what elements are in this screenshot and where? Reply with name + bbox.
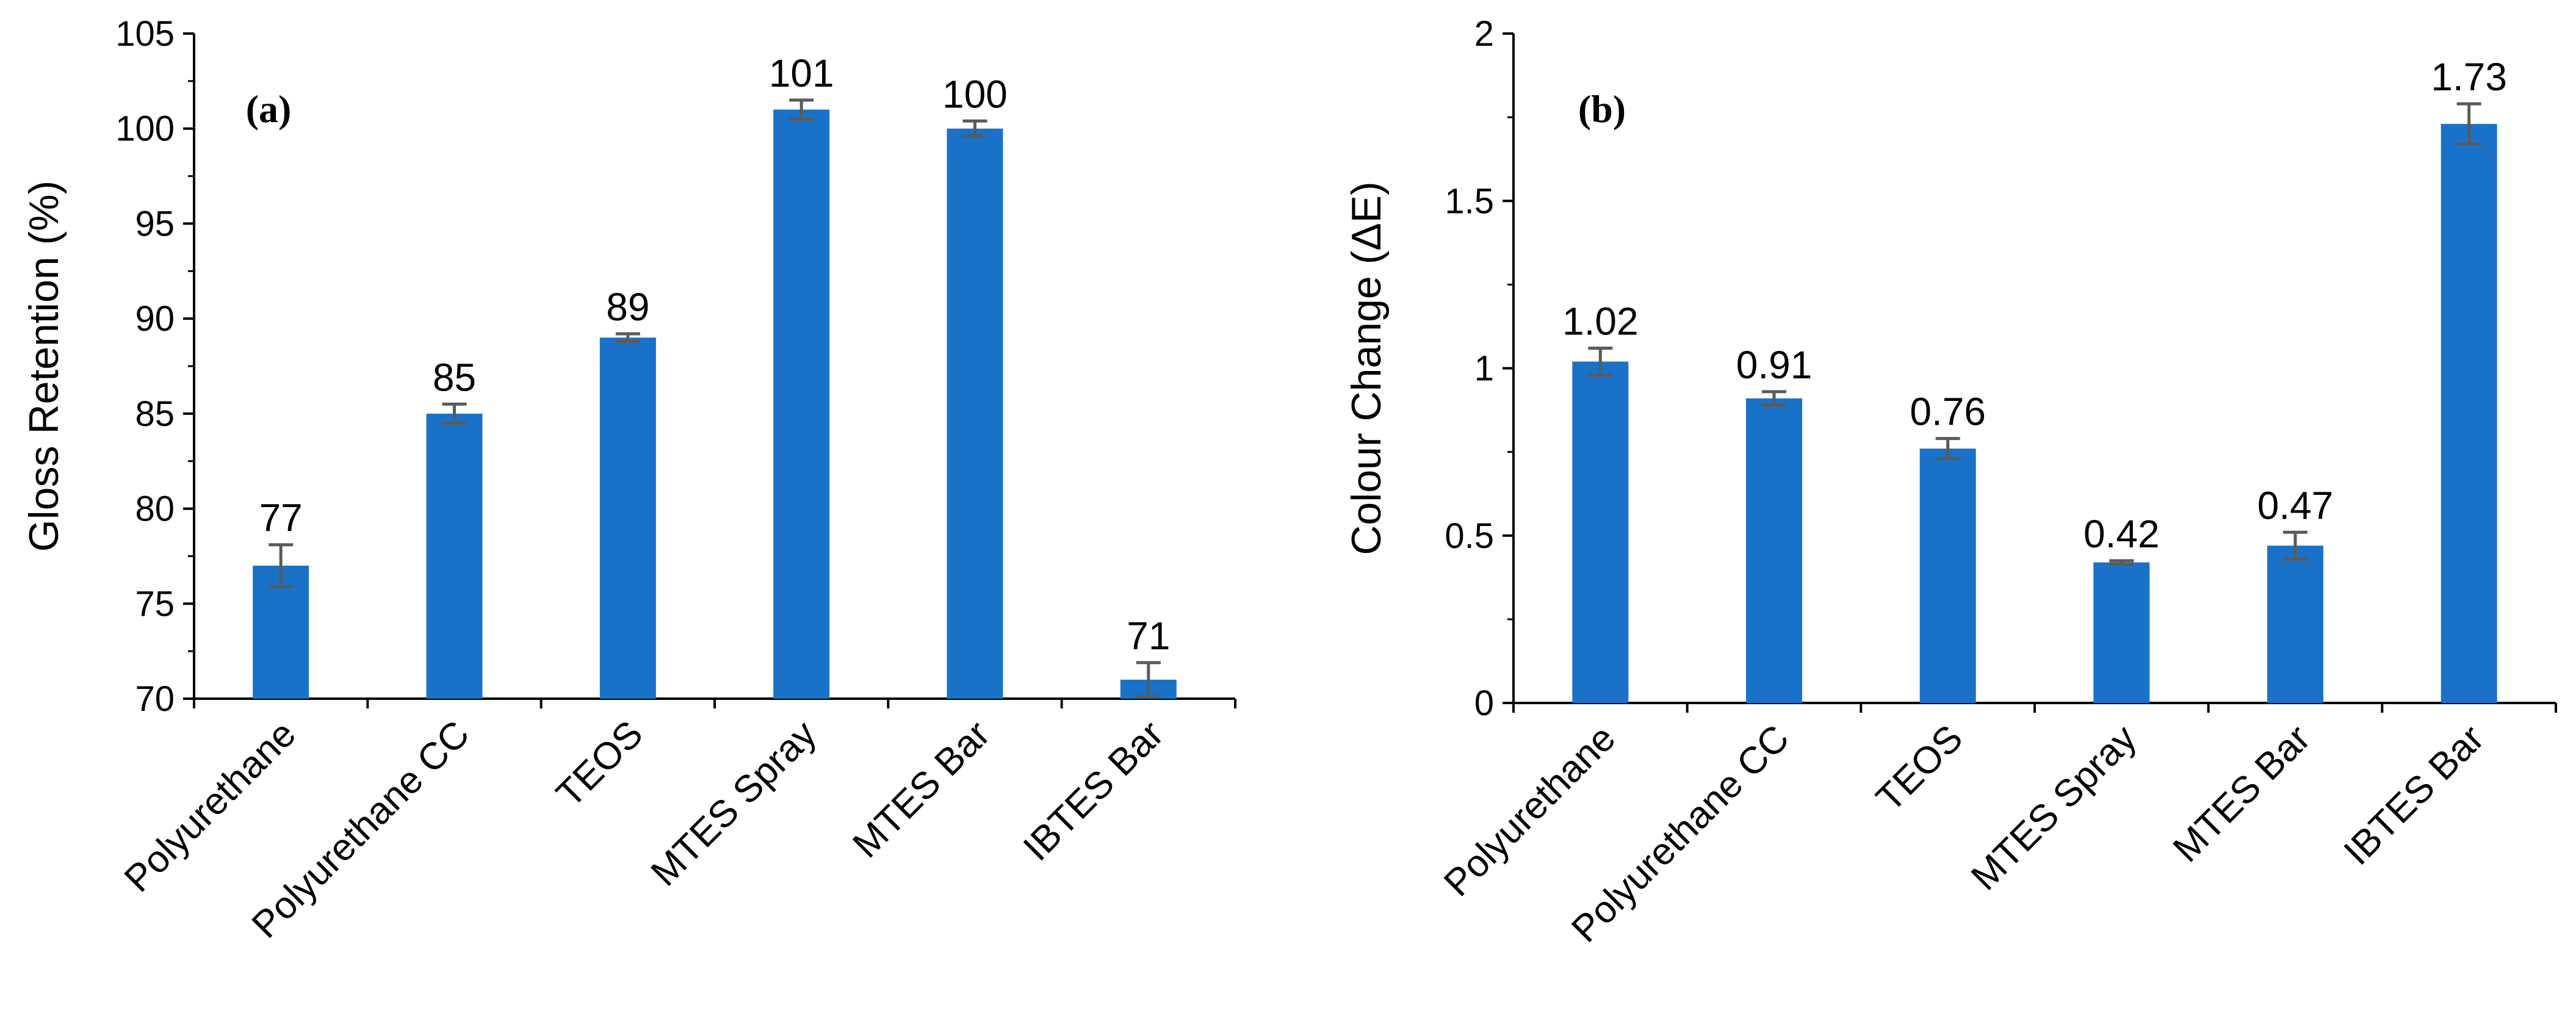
x-category-label: Polyurethane: [1436, 717, 1623, 904]
y-tick-label: 70: [135, 679, 175, 719]
bar: [2267, 546, 2323, 703]
data-label: 77: [259, 496, 303, 540]
data-label: 0.91: [1736, 343, 1813, 387]
x-category-label: IBTES Bar: [2336, 717, 2492, 873]
chart-panel-a: 70 75 80 85 90 95 100 105 Gloss Retention (%) (a)…: [21, 14, 1236, 946]
x-category-label: MTES Spray: [643, 713, 824, 894]
data-label: 100: [942, 72, 1008, 116]
data-label: 1.02: [1562, 300, 1639, 344]
y-tick-label: 1.5: [1445, 181, 1494, 221]
x-category-label: MTES Bar: [2165, 717, 2318, 870]
y-tick-label: 2: [1474, 14, 1494, 54]
panel-label: (a): [246, 87, 292, 131]
data-label: 71: [1127, 614, 1170, 658]
bar: [599, 337, 656, 699]
bar: [426, 413, 483, 699]
y-tick-label: 0: [1474, 683, 1494, 723]
data-label: 89: [606, 285, 649, 329]
bar: [2093, 562, 2150, 703]
bar: [2441, 124, 2497, 704]
y-tick-label: 95: [135, 204, 175, 243]
x-category-label: TEOS: [549, 713, 651, 815]
bar: [1572, 361, 1629, 703]
bar: [1746, 398, 1802, 703]
chart-panel-b: 0 0.5 1 1.5 2 Colour Change (ΔE) (b) 1.02 Polyur…: [1343, 14, 2557, 951]
y-tick-label: 90: [135, 299, 175, 339]
x-category-label: TEOS: [1868, 717, 1971, 820]
x-category-label: IBTES Bar: [1016, 713, 1172, 869]
y-tick-label: 1: [1474, 349, 1494, 389]
data-label: 0.47: [2257, 483, 2334, 527]
bar: [773, 109, 830, 699]
y-axis-title: Gloss Retention (%): [21, 181, 67, 552]
y-tick-label: 75: [135, 584, 175, 624]
bar: [947, 128, 1003, 699]
y-tick-label: 80: [135, 489, 175, 529]
y-axis-title: Colour Change (ΔE): [1343, 181, 1390, 555]
x-category-label: Polyurethane: [117, 713, 304, 900]
bar: [1919, 449, 1976, 703]
x-category-label: MTES Spray: [1963, 717, 2145, 898]
y-tick-label: 100: [115, 109, 175, 149]
y-tick-label: 85: [135, 394, 175, 434]
data-label: 101: [769, 51, 834, 95]
data-label: 0.42: [2084, 512, 2160, 556]
data-label: 85: [433, 355, 476, 399]
y-tick-label: 105: [115, 14, 175, 54]
data-label: 0.76: [1910, 390, 1986, 434]
panel-label: (b): [1578, 87, 1626, 131]
data-label: 1.73: [2431, 55, 2507, 99]
x-category-label: MTES Bar: [845, 713, 998, 866]
y-tick-label: 0.5: [1445, 516, 1494, 556]
